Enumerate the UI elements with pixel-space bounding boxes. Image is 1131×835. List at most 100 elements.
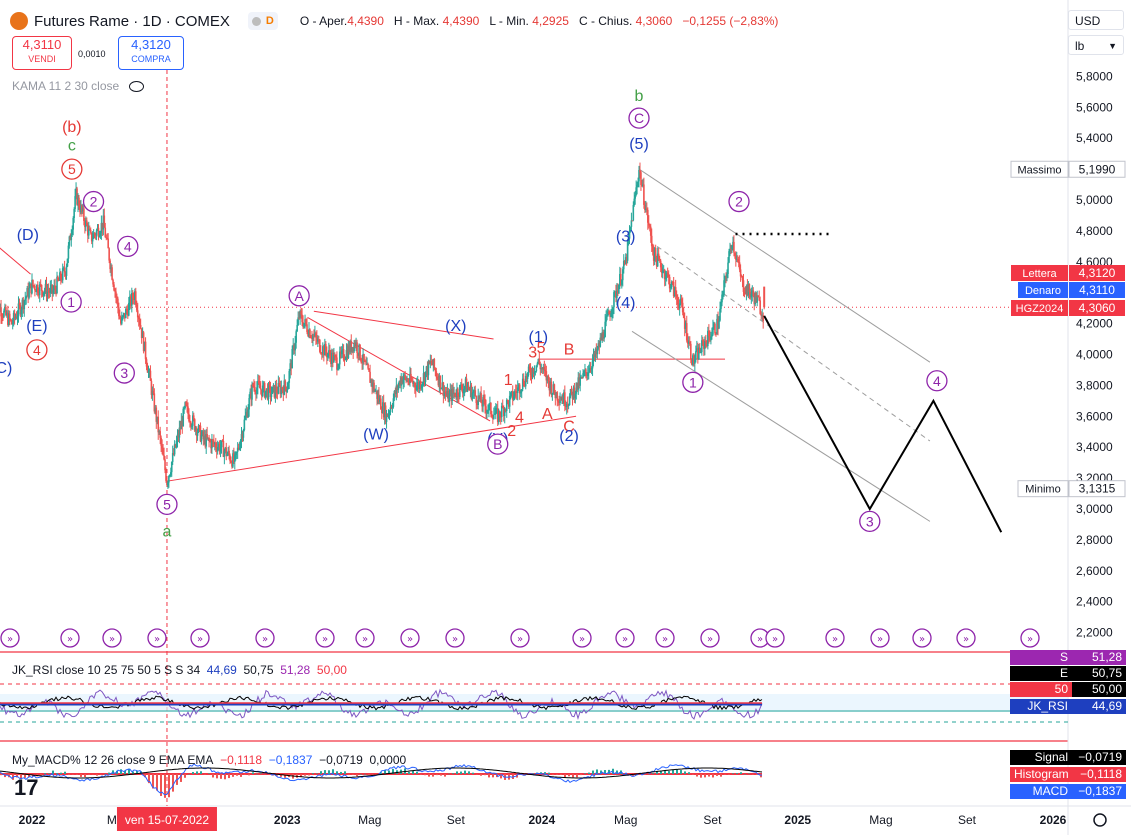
macd-histogram-bar xyxy=(664,770,666,774)
candle-body xyxy=(156,416,159,422)
candle-body xyxy=(269,386,272,397)
macd-histogram-bar xyxy=(632,774,634,776)
symbol-title[interactable]: Futures Rame · 1D · COMEX xyxy=(34,12,230,30)
candle-body xyxy=(603,337,605,339)
candle-body xyxy=(21,299,24,310)
trendline-red xyxy=(313,310,494,340)
macd-legend[interactable]: My_MACD% 12 26 close 9 EMA EMA −0,1118 −… xyxy=(12,753,406,767)
event-marker-glyph: » xyxy=(757,634,763,645)
macd-histogram-bar xyxy=(668,771,670,774)
candle-body xyxy=(133,298,135,301)
candle-body xyxy=(368,368,370,372)
macd-histogram-bar xyxy=(188,773,190,775)
candle-body xyxy=(199,425,202,442)
event-marker-icon xyxy=(765,628,785,648)
candle-body xyxy=(39,284,42,286)
candle-body xyxy=(469,385,472,391)
candle-body xyxy=(753,296,756,305)
unit-select[interactable]: lb ▼ xyxy=(1068,35,1124,55)
candle-body xyxy=(137,317,140,320)
candle-body xyxy=(700,352,702,354)
sell-button[interactable]: 4,3110 VENDI xyxy=(12,36,72,70)
candle-body xyxy=(319,339,321,352)
candle-body xyxy=(173,444,176,455)
event-marker-icon xyxy=(655,628,675,648)
candle-body xyxy=(617,290,619,294)
macd-histogram-bar xyxy=(160,774,162,796)
candle-body xyxy=(107,238,109,249)
candle-body xyxy=(75,188,77,197)
candle-body xyxy=(207,437,209,439)
buy-button[interactable]: 4,3120 COMPRA xyxy=(118,36,184,70)
macd-histogram-bar xyxy=(692,774,694,775)
candle-body xyxy=(285,386,288,392)
candle-body xyxy=(554,393,557,399)
candle-body xyxy=(310,337,312,339)
buy-label: COMPRA xyxy=(131,54,171,64)
macd-value-hist: −0,1118 xyxy=(220,753,263,767)
candle-body xyxy=(531,368,534,377)
currency-value: USD xyxy=(1075,14,1101,28)
candle-body xyxy=(138,319,141,326)
macd-histogram-bar xyxy=(60,772,62,774)
event-marker-glyph: » xyxy=(67,634,73,645)
candle-body xyxy=(409,373,411,383)
candle-body xyxy=(391,406,394,408)
data-status-badge[interactable]: D xyxy=(247,12,278,30)
candle-body xyxy=(12,312,15,324)
channel-line xyxy=(631,330,931,522)
event-marker-icon xyxy=(147,628,167,648)
currency-select[interactable]: USD xyxy=(1068,10,1124,30)
candle-body xyxy=(384,405,387,422)
price-label-key-bg xyxy=(1011,265,1068,281)
candle-body xyxy=(88,228,91,231)
candle-body xyxy=(198,425,201,427)
candle-body xyxy=(180,420,183,430)
candle-body xyxy=(17,303,20,317)
event-marker-glyph: » xyxy=(877,634,883,645)
candle-body xyxy=(453,392,455,394)
wave-label: B xyxy=(493,436,502,452)
event-marker-glyph: » xyxy=(197,634,203,645)
candle-body xyxy=(674,287,677,295)
macd-histogram-bar xyxy=(256,773,258,775)
candle-body xyxy=(511,391,514,400)
rsi-legend[interactable]: JK_RSI close 10 25 75 50 5 S S 34 44,69 … xyxy=(12,663,347,677)
candle-body xyxy=(484,399,486,407)
candle-body xyxy=(25,296,28,299)
macd-histogram-bar xyxy=(196,771,198,774)
macd-histogram-bar xyxy=(608,769,610,774)
candle-body xyxy=(421,382,424,386)
candle-body xyxy=(739,269,742,277)
candle-body xyxy=(301,314,303,323)
wave-label: C xyxy=(634,110,644,126)
candle-body xyxy=(634,194,637,199)
candle-body xyxy=(252,384,254,387)
candle-body xyxy=(377,394,379,399)
candle-body xyxy=(47,290,50,292)
candle-body xyxy=(266,388,269,399)
candle-body xyxy=(23,300,26,310)
candle-body xyxy=(151,390,154,395)
candle-body xyxy=(706,342,708,346)
candle-body xyxy=(411,380,413,382)
candle-body xyxy=(146,366,149,373)
candle-body xyxy=(102,215,105,230)
candle-body xyxy=(422,373,425,383)
candle-body xyxy=(116,296,118,299)
macd-histogram-bar xyxy=(660,771,662,774)
candle-body xyxy=(679,298,682,304)
price-label-value-bg xyxy=(1068,160,1126,178)
eye-hidden-icon[interactable] xyxy=(128,81,144,93)
wave-label: b xyxy=(635,88,644,105)
candle-body xyxy=(489,402,491,405)
candle-body xyxy=(110,267,112,270)
candle-body xyxy=(459,384,462,386)
candle-body xyxy=(43,290,46,293)
kama-indicator-legend[interactable]: KAMA 11 2 30 close xyxy=(12,79,144,93)
candle-body xyxy=(625,257,628,261)
candle-body xyxy=(575,382,578,394)
macd-histogram-bar xyxy=(280,774,282,777)
event-marker-glyph: » xyxy=(452,634,458,645)
